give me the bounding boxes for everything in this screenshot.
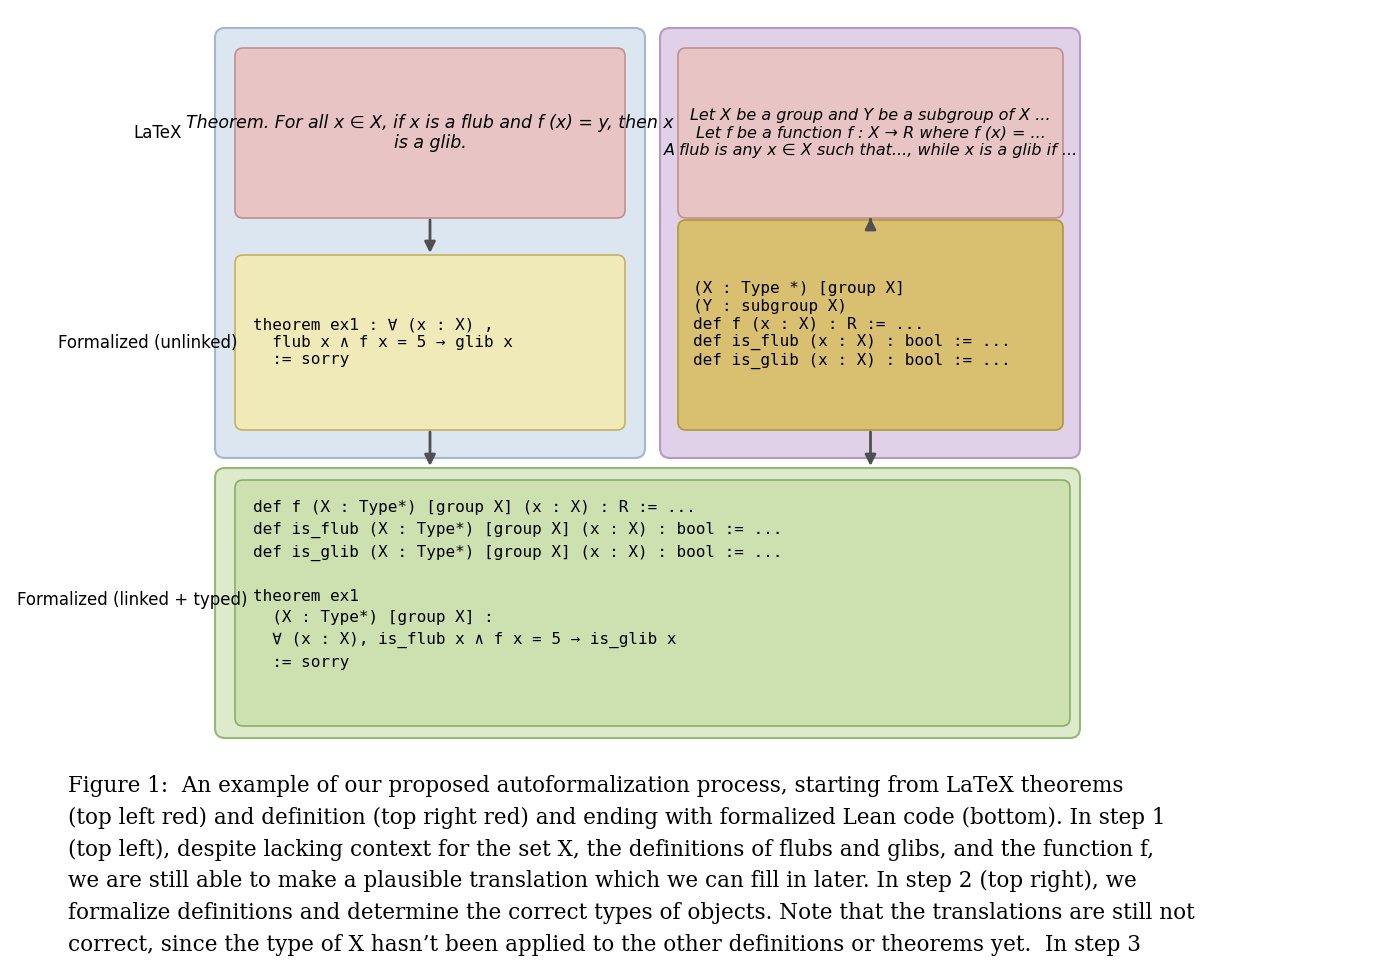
FancyBboxPatch shape <box>678 220 1062 430</box>
Text: theorem ex1 : ∀ (x : X) ,
  flub x ∧ f x = 5 → glib x
  := sorry: theorem ex1 : ∀ (x : X) , flub x ∧ f x =… <box>253 318 512 367</box>
FancyBboxPatch shape <box>235 255 625 430</box>
Text: Figure 1:  An example of our proposed autoformalization process, starting from L: Figure 1: An example of our proposed aut… <box>68 775 1124 797</box>
FancyBboxPatch shape <box>235 480 1069 726</box>
FancyBboxPatch shape <box>215 468 1081 738</box>
Text: LaTeX: LaTeX <box>134 124 183 142</box>
Text: Formalized (linked + typed): Formalized (linked + typed) <box>17 591 247 609</box>
Text: (top left red) and definition (top right red) and ending with formalized Lean co: (top left red) and definition (top right… <box>68 807 1166 829</box>
Text: (X : Type *) [group X]
(Y : subgroup X)
def f (x : X) : R := ...
def is_flub (x : (X : Type *) [group X] (Y : subgroup X) … <box>692 281 1011 368</box>
Text: (top left), despite lacking context for the set X, the definitions of flubs and : (top left), despite lacking context for … <box>68 838 1154 861</box>
Text: Formalized (unlinked): Formalized (unlinked) <box>59 334 237 352</box>
Text: correct, since the type of X hasn’t been applied to the other definitions or the: correct, since the type of X hasn’t been… <box>68 934 1141 956</box>
Text: formalize definitions and determine the correct types of objects. Note that the : formalize definitions and determine the … <box>68 902 1195 924</box>
Text: Theorem. For all x ∈ X, if x is a flub and f (x) = y, then x
is a glib.: Theorem. For all x ∈ X, if x is a flub a… <box>186 114 674 153</box>
FancyBboxPatch shape <box>660 28 1081 458</box>
Text: we are still able to make a plausible translation which we can fill in later. In: we are still able to make a plausible tr… <box>68 870 1136 893</box>
Text: Let X be a group and Y be a subgroup of X ...
Let f be a function f : X → R wher: Let X be a group and Y be a subgroup of … <box>663 108 1078 157</box>
FancyBboxPatch shape <box>678 48 1062 218</box>
Text: def f (X : Type*) [group X] (x : X) : R := ...
def is_flub (X : Type*) [group X]: def f (X : Type*) [group X] (x : X) : R … <box>253 500 782 669</box>
FancyBboxPatch shape <box>235 48 625 218</box>
FancyBboxPatch shape <box>215 28 645 458</box>
